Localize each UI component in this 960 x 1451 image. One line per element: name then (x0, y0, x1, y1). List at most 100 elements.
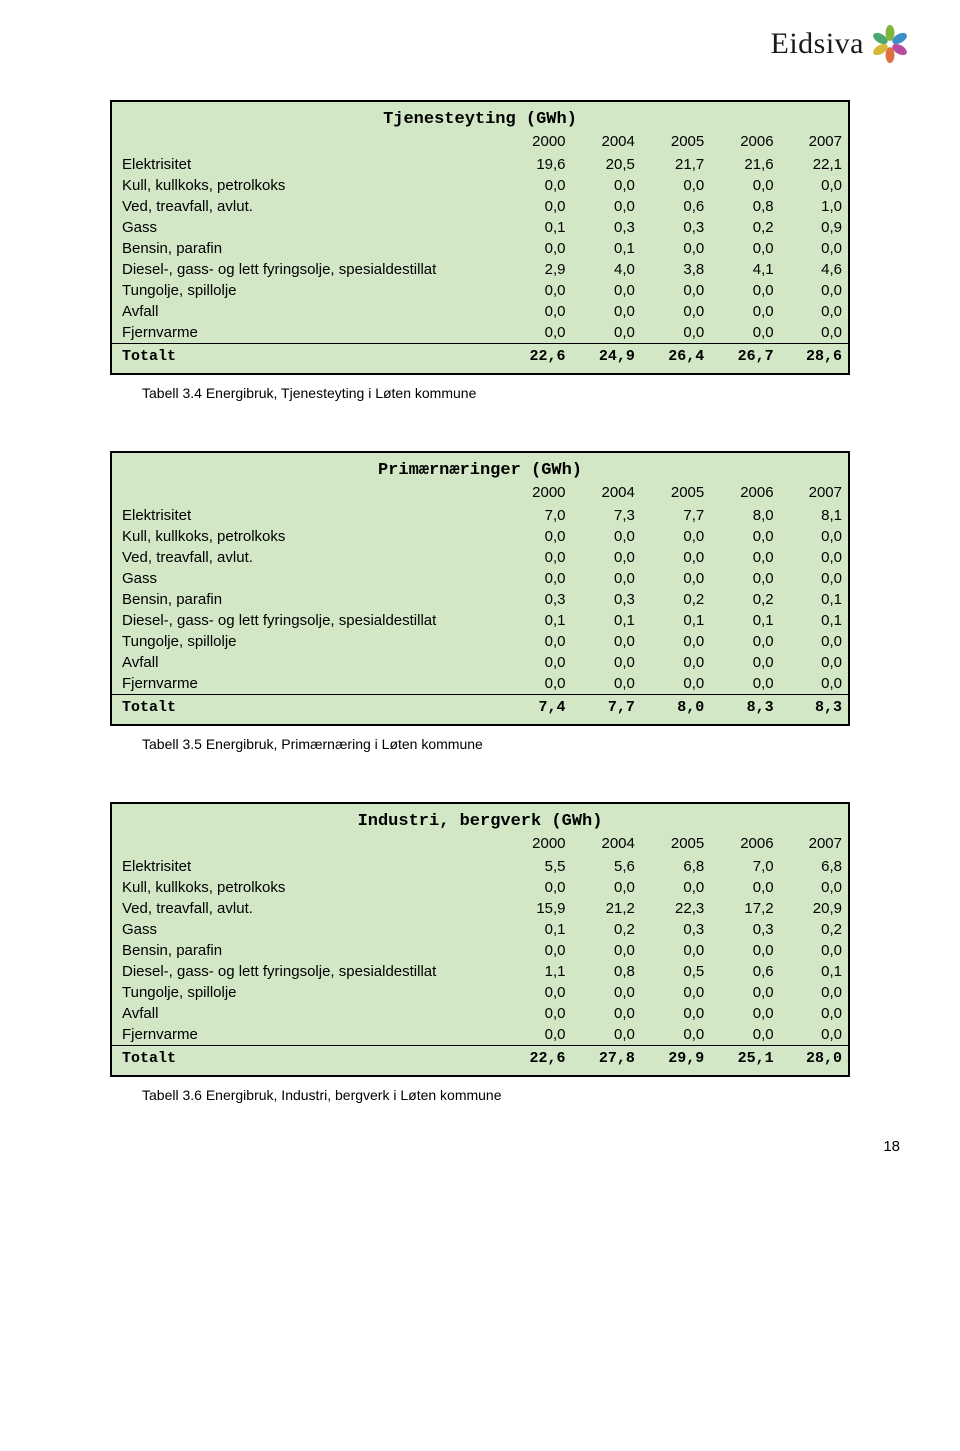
value-cell: 0,0 (710, 301, 779, 322)
value-cell: 5,5 (502, 856, 571, 877)
value-cell: 0,0 (641, 1024, 710, 1046)
value-cell: 0,0 (780, 301, 849, 322)
value-cell: 0,0 (780, 175, 849, 196)
value-cell: 0,0 (572, 322, 641, 344)
table-row: Tungolje, spillolje0,00,00,00,00,0 (111, 631, 849, 652)
value-cell: 1,0 (780, 196, 849, 217)
value-cell: 0,0 (572, 196, 641, 217)
total-value: 8,0 (641, 695, 710, 726)
total-value: 27,8 (572, 1046, 641, 1077)
row-label: Fjernvarme (111, 322, 502, 344)
value-cell: 0,0 (502, 280, 571, 301)
value-cell: 7,0 (710, 856, 779, 877)
row-label: Fjernvarme (111, 1024, 502, 1046)
table-row: Diesel-, gass- og lett fyringsolje, spes… (111, 259, 849, 280)
spacer-cell (111, 482, 502, 505)
table-row: Avfall0,00,00,00,00,0 (111, 301, 849, 322)
value-cell: 20,9 (780, 898, 849, 919)
total-value: 29,9 (641, 1046, 710, 1077)
value-cell: 0,0 (641, 652, 710, 673)
value-cell: 0,0 (572, 301, 641, 322)
table-title: Industri, bergverk (GWh) (111, 803, 849, 833)
row-label: Bensin, parafin (111, 589, 502, 610)
row-label: Bensin, parafin (111, 238, 502, 259)
table-title: Tjenesteyting (GWh) (111, 101, 849, 131)
value-cell: 0,0 (641, 301, 710, 322)
value-cell: 0,0 (641, 547, 710, 568)
value-cell: 0,0 (641, 568, 710, 589)
total-row: Totalt7,47,78,08,38,3 (111, 695, 849, 726)
value-cell: 0,0 (572, 631, 641, 652)
year-header: 2006 (710, 833, 779, 856)
table-row: Fjernvarme0,00,00,00,00,0 (111, 673, 849, 695)
value-cell: 0,0 (641, 526, 710, 547)
value-cell: 21,6 (710, 154, 779, 175)
row-label: Bensin, parafin (111, 940, 502, 961)
table-row: Gass0,10,20,30,30,2 (111, 919, 849, 940)
page-number: 18 (883, 1138, 900, 1155)
value-cell: 3,8 (641, 259, 710, 280)
value-cell: 0,0 (710, 631, 779, 652)
year-header: 2000 (502, 833, 571, 856)
value-cell: 0,0 (641, 280, 710, 301)
total-row: Totalt22,627,829,925,128,0 (111, 1046, 849, 1077)
value-cell: 0,2 (572, 919, 641, 940)
value-cell: 0,0 (572, 940, 641, 961)
row-label: Diesel-, gass- og lett fyringsolje, spes… (111, 610, 502, 631)
value-cell: 0,0 (780, 280, 849, 301)
spacer-cell (111, 131, 502, 154)
value-cell: 0,1 (710, 610, 779, 631)
table-row: Ved, treavfall, avlut.0,00,00,60,81,0 (111, 196, 849, 217)
brand-logo: Eidsiva (771, 24, 911, 64)
row-label: Avfall (111, 1003, 502, 1024)
value-cell: 22,3 (641, 898, 710, 919)
value-cell: 7,3 (572, 505, 641, 526)
row-label: Gass (111, 919, 502, 940)
value-cell: 0,6 (641, 196, 710, 217)
value-cell: 0,0 (572, 982, 641, 1003)
value-cell: 0,0 (572, 673, 641, 695)
year-header: 2000 (502, 131, 571, 154)
value-cell: 0,6 (710, 961, 779, 982)
table-block: Tjenesteyting (GWh)20002004200520062007E… (110, 100, 850, 401)
total-value: 26,7 (710, 344, 779, 375)
year-header: 2007 (780, 482, 849, 505)
value-cell: 0,0 (641, 238, 710, 259)
total-label: Totalt (111, 1046, 502, 1077)
row-label: Avfall (111, 652, 502, 673)
value-cell: 0,8 (710, 196, 779, 217)
total-value: 22,6 (502, 1046, 571, 1077)
table-row: Gass0,10,30,30,20,9 (111, 217, 849, 238)
value-cell: 0,0 (710, 1003, 779, 1024)
value-cell: 0,2 (780, 919, 849, 940)
row-label: Diesel-, gass- og lett fyringsolje, spes… (111, 961, 502, 982)
value-cell: 0,1 (502, 919, 571, 940)
value-cell: 0,1 (572, 238, 641, 259)
total-value: 22,6 (502, 344, 571, 375)
year-header: 2004 (572, 482, 641, 505)
total-value: 8,3 (710, 695, 779, 726)
total-value: 28,0 (780, 1046, 849, 1077)
table-row: Avfall0,00,00,00,00,0 (111, 652, 849, 673)
table-row: Ved, treavfall, avlut.15,921,222,317,220… (111, 898, 849, 919)
table-row: Elektrisitet7,07,37,78,08,1 (111, 505, 849, 526)
value-cell: 15,9 (502, 898, 571, 919)
total-value: 24,9 (572, 344, 641, 375)
year-header: 2004 (572, 833, 641, 856)
value-cell: 0,0 (572, 652, 641, 673)
value-cell: 0,0 (502, 238, 571, 259)
value-cell: 0,0 (572, 877, 641, 898)
row-label: Gass (111, 568, 502, 589)
row-label: Ved, treavfall, avlut. (111, 898, 502, 919)
value-cell: 0,0 (502, 547, 571, 568)
value-cell: 0,0 (710, 280, 779, 301)
flower-icon (870, 24, 910, 64)
value-cell: 0,0 (780, 547, 849, 568)
value-cell: 0,0 (502, 631, 571, 652)
table-block: Primærnæringer (GWh)20002004200520062007… (110, 451, 850, 752)
value-cell: 20,5 (572, 154, 641, 175)
value-cell: 0,0 (641, 175, 710, 196)
total-value: 28,6 (780, 344, 849, 375)
table-row: Kull, kullkoks, petrolkoks0,00,00,00,00,… (111, 526, 849, 547)
value-cell: 0,0 (502, 526, 571, 547)
